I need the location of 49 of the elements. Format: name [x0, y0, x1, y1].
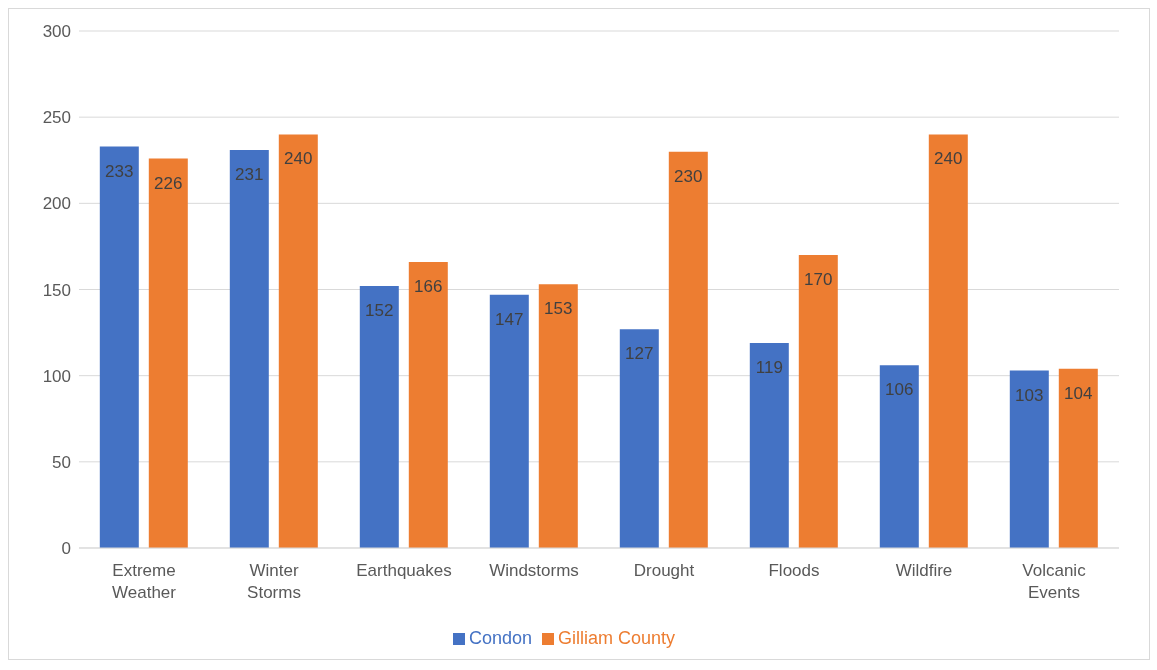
- bar: [229, 149, 269, 548]
- y-tick-label: 100: [42, 366, 71, 386]
- data-label: 153: [544, 299, 573, 319]
- x-tick-label: Earthquakes: [356, 561, 452, 580]
- bar: [928, 134, 968, 548]
- bar: [489, 294, 529, 548]
- bar: [619, 329, 659, 548]
- bar: [668, 151, 708, 548]
- x-tick-label: Drought: [633, 561, 695, 580]
- bar: [798, 255, 838, 548]
- data-label: 166: [414, 277, 443, 296]
- y-tick-label: 200: [42, 194, 71, 214]
- data-label: 119: [755, 357, 783, 377]
- bar: [278, 134, 318, 548]
- bar: [538, 284, 578, 548]
- y-tick-label: 50: [52, 452, 71, 472]
- y-tick-label: 300: [42, 22, 71, 42]
- x-tick-label: Wildfire: [895, 561, 953, 580]
- data-label: 147: [495, 309, 524, 329]
- bar: [408, 261, 448, 548]
- data-label: 170: [804, 270, 833, 290]
- bar: [879, 365, 919, 548]
- legend-label: Gilliam County: [558, 628, 676, 648]
- data-label: 104: [1064, 383, 1093, 403]
- data-label: 240: [934, 149, 963, 169]
- x-tick-label: Extreme Weather: [112, 561, 177, 602]
- data-label: 230: [674, 166, 703, 186]
- data-label: 233: [105, 161, 134, 181]
- y-tick-label: 0: [61, 539, 71, 559]
- legend-label: Condon: [468, 628, 532, 648]
- y-tick-label: 150: [42, 280, 71, 300]
- bar: [359, 286, 399, 548]
- x-tick-label: Windstorms: [489, 561, 579, 580]
- data-label: 226: [154, 173, 183, 193]
- data-label: 127: [625, 344, 654, 364]
- y-tick-label: 250: [42, 108, 71, 128]
- data-label: 231: [235, 164, 264, 184]
- x-tick-label: Floods: [768, 561, 820, 580]
- bar: [148, 158, 188, 548]
- bar: [749, 342, 789, 548]
- data-label: 240: [284, 149, 313, 169]
- x-tick-label: Winter Storms: [247, 561, 301, 602]
- data-label: 106: [885, 380, 914, 400]
- bar: [1058, 368, 1098, 548]
- bar: [1009, 370, 1049, 548]
- data-label: 103: [1015, 385, 1044, 405]
- data-label: 152: [365, 301, 394, 321]
- x-tick-label: Volcanic Events: [1022, 561, 1087, 602]
- bar: [99, 146, 139, 548]
